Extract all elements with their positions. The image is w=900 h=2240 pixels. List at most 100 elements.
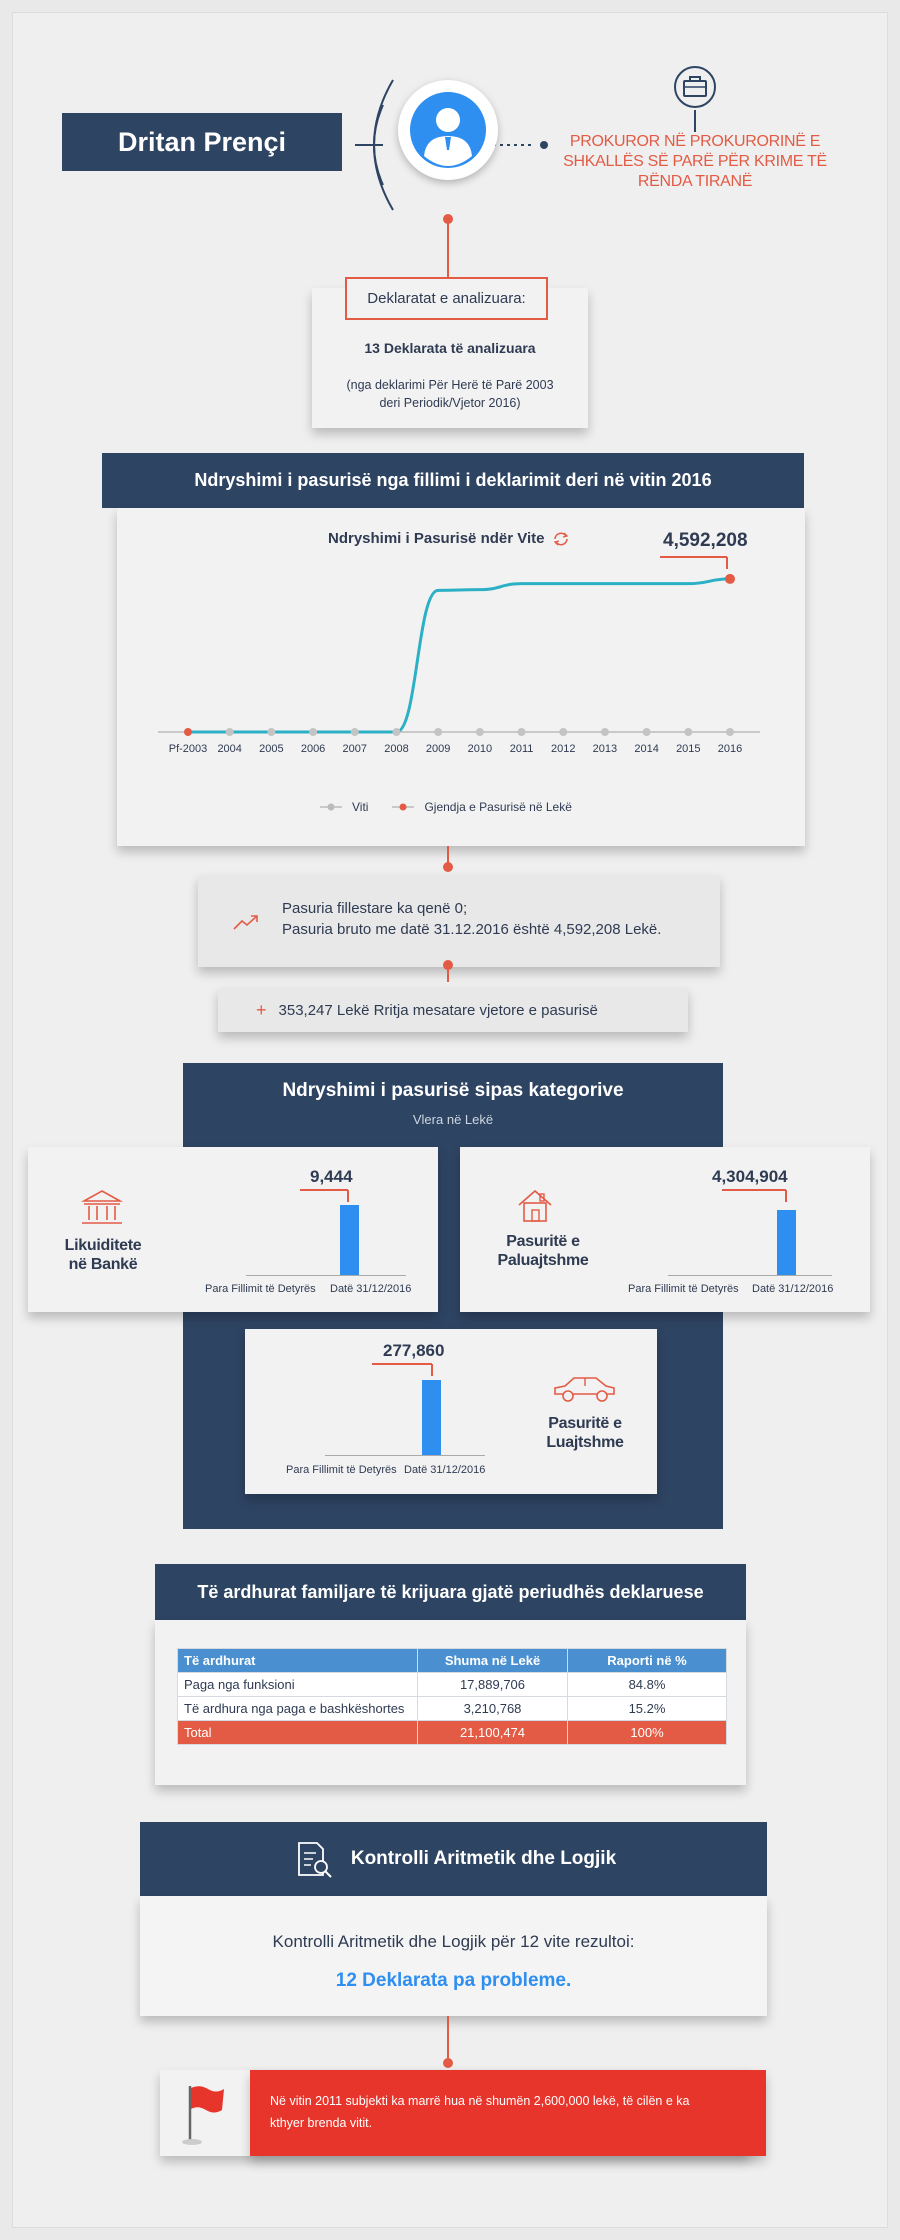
x-tick-label: 2011 bbox=[510, 743, 534, 755]
connector-dot bbox=[443, 960, 453, 970]
x-tick-marker bbox=[642, 728, 651, 736]
table-cell: 84.8% bbox=[567, 1672, 727, 1697]
asset-line-chart: Pf-2003 2004 2005 2006 2007 2008 2009 2010 2011 2… bbox=[158, 573, 760, 755]
category-value-movables: 277,860 bbox=[383, 1341, 445, 1360]
control-title: Kontrolli Aritmetik dhe Logjik bbox=[350, 1848, 617, 1869]
x-tick-marker bbox=[600, 728, 609, 736]
summary-card bbox=[198, 875, 720, 967]
legend-series-marker bbox=[392, 803, 415, 811]
connector-line bbox=[447, 2016, 449, 2066]
x-tick-label: 2004 bbox=[217, 743, 241, 755]
x-tick-marker bbox=[184, 728, 192, 736]
final-value-pointer bbox=[660, 556, 728, 569]
table-header-cell: Shuma në Lekë bbox=[417, 1648, 568, 1673]
categories-title: Ndryshimi i pasurisë sipas kategorive bbox=[282, 1080, 624, 1101]
bar-real-estate-end bbox=[777, 1210, 796, 1275]
name-banner: Dritan Prençi bbox=[62, 113, 342, 171]
position-title: PROKUROR NË PROKURORINË E SHKALLËS SË PA… bbox=[563, 133, 827, 190]
table-row: Paga nga funksioni 17,889,706 84.8% bbox=[177, 1672, 727, 1697]
declarations-title-box: Deklaratat e analizuara: bbox=[345, 277, 548, 320]
refresh-icon bbox=[554, 532, 569, 545]
x-tick-label: 2014 bbox=[634, 743, 658, 755]
category-label-real-estate: Pasuritë e Paluajtshme bbox=[497, 1233, 589, 1269]
bar-movables-end bbox=[422, 1380, 441, 1455]
x-tick-marker bbox=[309, 728, 318, 736]
category-card-real-estate bbox=[460, 1147, 870, 1312]
connector-dot bbox=[443, 2058, 453, 2068]
table-cell: 21,100,474 bbox=[417, 1720, 568, 1745]
bar-liquidity-end bbox=[340, 1205, 359, 1275]
control-text: Kontrolli Aritmetik dhe Logjik për 12 vi… bbox=[272, 1932, 635, 1951]
value-pointer bbox=[300, 1189, 349, 1202]
category-card-movables bbox=[245, 1329, 657, 1494]
table-header-cell: Të ardhurat bbox=[177, 1648, 418, 1673]
growth-card: + 353,247 Lekë Rritja mesatare vjetore e… bbox=[218, 988, 688, 1032]
declarations-count: 13 Deklarata të analizuara bbox=[364, 340, 536, 356]
legend-x-label: Viti bbox=[352, 800, 369, 814]
connector-dot bbox=[443, 862, 453, 872]
table-cell: 100% bbox=[567, 1720, 727, 1745]
x-tick-label: 2007 bbox=[343, 743, 367, 755]
series-line bbox=[187, 577, 731, 734]
x-tick-label: 2008 bbox=[384, 743, 408, 755]
summary-line-1: Pasuria fillestare ka qenë 0; bbox=[282, 900, 468, 917]
series-end-point bbox=[725, 573, 735, 584]
x-tick-marker bbox=[350, 728, 359, 736]
summary-text: Pasuria fillestare ka qenë 0; Pasuria br… bbox=[282, 898, 661, 940]
end-label: Datë 31/12/2016 bbox=[330, 1283, 412, 1295]
x-tick-label: 2006 bbox=[301, 743, 325, 755]
table-cell: 3,210,768 bbox=[417, 1696, 568, 1721]
value-pointer bbox=[722, 1189, 787, 1202]
control-result: 12 Deklarata pa probleme. bbox=[335, 1970, 572, 1991]
end-label: Datë 31/12/2016 bbox=[404, 1464, 486, 1476]
table-cell: Të ardhura nga paga e bashkëshortes bbox=[177, 1696, 418, 1721]
x-tick-label: 2009 bbox=[426, 743, 450, 755]
house-icon bbox=[518, 1189, 552, 1222]
connector-line bbox=[447, 222, 449, 277]
table-header-row: Të ardhurat Shuma në Lekë Raporti në % bbox=[177, 1648, 727, 1673]
category-value-real-estate: 4,304,904 bbox=[712, 1167, 788, 1186]
x-tick-label: Pf-2003 bbox=[169, 743, 208, 755]
table-cell: 17,889,706 bbox=[417, 1672, 568, 1697]
plus-icon: + bbox=[256, 999, 267, 1020]
declarations-title: Deklaratat e analizuara: bbox=[367, 290, 526, 307]
axis-baseline bbox=[325, 1455, 485, 1456]
category-card-liquidity bbox=[28, 1147, 438, 1312]
table-cell: Total bbox=[177, 1720, 418, 1745]
x-tick-label: 2016 bbox=[718, 743, 742, 755]
control-card: Kontrolli Aritmetik dhe Logjik për 12 vi… bbox=[140, 1896, 767, 2016]
growth-text: 353,247 Lekë Rritja mesatare vjetore e p… bbox=[278, 1001, 598, 1019]
flag-icon bbox=[182, 2086, 224, 2145]
chart-title: Ndryshimi i Pasurisë ndër Vite bbox=[328, 530, 570, 547]
start-label: Para Fillimit të Detyrës bbox=[205, 1283, 316, 1295]
axis-baseline bbox=[668, 1275, 832, 1276]
car-icon bbox=[554, 1377, 615, 1402]
start-label: Para Fillimit të Detyrës bbox=[628, 1283, 739, 1295]
category-label-liquidity: Likuiditete në Bankë bbox=[64, 1237, 142, 1273]
table-row: Të ardhura nga paga e bashkëshortes 3,21… bbox=[177, 1696, 727, 1721]
income-banner: Të ardhurat familjare të krijuara gjatë … bbox=[155, 1564, 746, 1620]
control-banner: Kontrolli Aritmetik dhe Logjik bbox=[140, 1822, 767, 1896]
x-tick-label: 2010 bbox=[468, 743, 492, 755]
x-tick-marker bbox=[225, 728, 234, 736]
end-label: Datë 31/12/2016 bbox=[752, 1283, 834, 1295]
axis-baseline bbox=[246, 1275, 406, 1276]
x-tick-label: 2013 bbox=[593, 743, 617, 755]
table-cell: 15.2% bbox=[567, 1696, 727, 1721]
table-cell: Paga nga funksioni bbox=[177, 1672, 418, 1697]
x-tick-marker bbox=[559, 728, 568, 736]
value-pointer bbox=[372, 1363, 433, 1376]
asset-chart-card bbox=[117, 508, 805, 846]
declarations-note: (nga deklarimi Për Herë të Parë 2003 der… bbox=[346, 378, 554, 410]
avatar bbox=[398, 80, 498, 180]
x-tick-label: 2015 bbox=[676, 743, 700, 755]
connector-dot bbox=[443, 214, 453, 224]
user-icon bbox=[410, 92, 486, 168]
table-total-row: Total 21,100,474 100% bbox=[177, 1720, 727, 1745]
asset-change-banner: Ndryshimi i pasurisë nga fillimi i dekla… bbox=[102, 453, 804, 508]
connector-line bbox=[447, 846, 449, 866]
x-tick-marker bbox=[434, 728, 443, 736]
categories-subtitle: Vlera në Lekë bbox=[412, 1112, 494, 1127]
note-banner: Në vitin 2011 subjekti ka marrë hua në s… bbox=[250, 2070, 766, 2156]
summary-line-2: Pasuria bruto me datë 31.12.2016 është 4… bbox=[282, 921, 662, 938]
